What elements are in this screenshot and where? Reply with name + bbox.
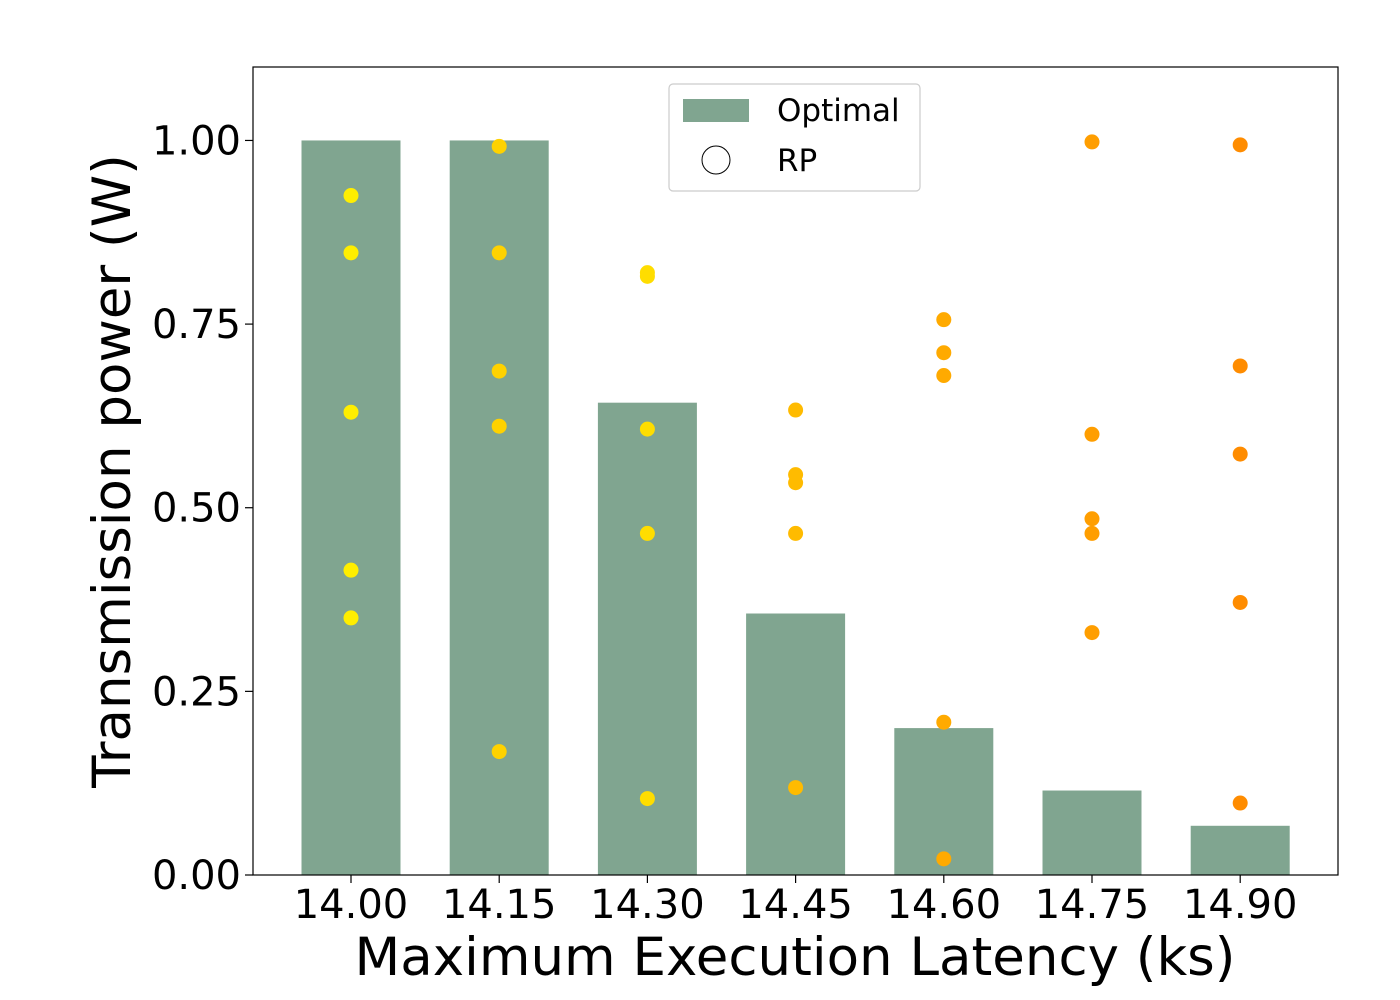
rp-point-14.30-3: [639, 421, 655, 437]
axes: 0.00 0.25 0.50 0.75 1.00 14.00 14.15 14.30 14.45…: [152, 118, 1298, 928]
y-axis-label: Transmission power (W): [82, 154, 143, 789]
rp-point-14.00-5: [343, 610, 359, 626]
rp-point-14.45-3: [788, 475, 804, 491]
rp-point-14.15-2: [491, 245, 507, 261]
rp-point-14.15-1: [491, 138, 507, 154]
rp-point-14.15-5: [491, 744, 507, 760]
rp-point-14.75-2: [1084, 426, 1100, 442]
y-tick-label: 0.50: [152, 486, 241, 532]
legend-swatch-rp: [701, 145, 731, 175]
x-tick-label: 14.00: [294, 882, 409, 928]
legend-swatch-optimal: [683, 99, 749, 122]
legend-label-optimal: Optimal: [777, 93, 900, 129]
x-tick-label: 14.15: [442, 882, 557, 928]
bar-optimal-14.45: [746, 613, 846, 875]
rp-point-14.30-5: [639, 791, 655, 807]
x-tick-label: 14.90: [1183, 882, 1298, 928]
x-tick-label: 14.30: [590, 882, 705, 928]
y-tick-label: 1.00: [152, 118, 241, 164]
bar-optimal-14.60: [894, 728, 994, 875]
rp-point-14.45-5: [788, 780, 804, 796]
rp-point-14.45-1: [788, 402, 804, 418]
rp-point-14.30-2: [639, 268, 655, 284]
rp-point-14.75-4: [1084, 525, 1100, 541]
y-tick-label: 0.75: [152, 302, 241, 348]
bar-optimal-14.00: [301, 140, 401, 876]
rp-point-14.60-5: [936, 851, 952, 867]
legend-label-rp: RP: [777, 143, 817, 179]
rp-point-14.00-4: [343, 562, 359, 578]
bar-optimal-14.90: [1190, 825, 1290, 875]
x-tick-label: 14.60: [887, 882, 1002, 928]
rp-point-14.75-3: [1084, 511, 1100, 527]
rp-point-14.75-5: [1084, 625, 1100, 641]
x-tick-label: 14.45: [738, 882, 853, 928]
rp-point-14.30-4: [639, 525, 655, 541]
rp-point-14.60-3: [936, 368, 952, 384]
legend: Optimal RP: [668, 83, 921, 192]
plot-area: [301, 134, 1290, 876]
rp-point-14.60-4: [936, 714, 952, 730]
bar-optimal-14.75: [1042, 790, 1142, 875]
y-tick-label: 0.00: [152, 853, 241, 899]
rp-point-14.90-5: [1232, 795, 1248, 811]
rp-point-14.90-4: [1232, 594, 1248, 610]
y-tick-label: 0.25: [152, 669, 241, 715]
rp-point-14.90-2: [1232, 358, 1248, 374]
rp-point-14.90-3: [1232, 446, 1248, 462]
rp-point-14.15-4: [491, 418, 507, 434]
rp-point-14.45-4: [788, 525, 804, 541]
rp-point-14.60-2: [936, 345, 952, 361]
x-tick-label: 14.75: [1035, 882, 1150, 928]
rp-point-14.15-3: [491, 363, 507, 379]
rp-point-14.60-1: [936, 312, 952, 328]
rp-point-14.00-2: [343, 245, 359, 261]
rp-point-14.00-1: [343, 188, 359, 204]
x-axis-label: Maximum Execution Latency (ks): [355, 927, 1236, 988]
rp-point-14.75-1: [1084, 134, 1100, 150]
rp-point-14.00-3: [343, 404, 359, 420]
rp-point-14.90-1: [1232, 137, 1248, 153]
